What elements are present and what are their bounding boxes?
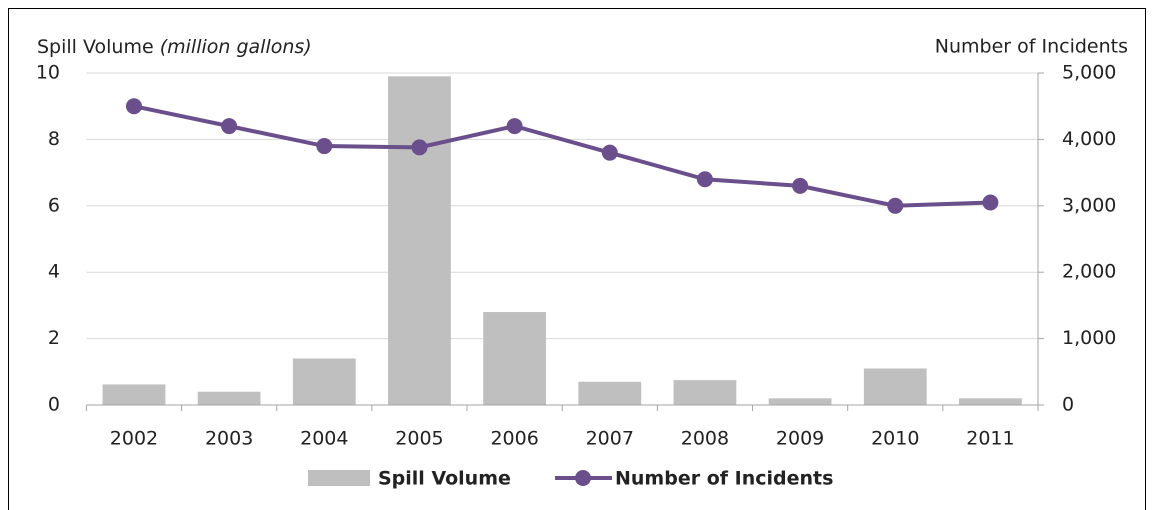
line-marker (696, 171, 713, 188)
legend-swatch (308, 470, 370, 486)
y-axis-label-unit: (million gallons) (160, 36, 312, 58)
bar (959, 398, 1022, 405)
line-marker (506, 118, 523, 135)
x-tick-label: 2004 (300, 428, 348, 450)
bar (292, 358, 356, 405)
y-tick-label: 6 (48, 194, 60, 216)
legend-marker (575, 470, 591, 486)
x-tick-label: 2003 (205, 428, 253, 450)
line-marker (601, 144, 618, 161)
x-tick-label: 2009 (776, 428, 824, 450)
x-tick-label: 2006 (490, 428, 538, 450)
bar (102, 384, 166, 405)
x-tick-label: 2008 (681, 428, 729, 450)
bar (768, 398, 832, 405)
line-marker (316, 138, 333, 155)
y-tick-label: 10 (36, 62, 60, 84)
bar (673, 380, 737, 405)
y-axis-label: Spill Volume (million gallons) (37, 36, 312, 58)
frame (8, 8, 1146, 510)
legend-label: Number of Incidents (615, 468, 833, 490)
y2-tick-label: 2,000 (1062, 261, 1116, 283)
bar (863, 368, 927, 405)
y2-tick-label: 5,000 (1062, 62, 1116, 84)
y-tick-label: 2 (48, 327, 60, 349)
line-marker (411, 139, 428, 156)
bar (483, 312, 547, 405)
y-axis-label-main: Spill Volume (37, 36, 154, 58)
y2-tick-label: 0 (1062, 394, 1074, 416)
line-marker (982, 194, 999, 211)
x-tick-label: 2010 (871, 428, 919, 450)
line (133, 104, 991, 208)
y-tick-label: 4 (48, 261, 60, 283)
y-tick-label: 0 (48, 394, 60, 416)
legend-label: Spill Volume (378, 468, 511, 490)
bar (578, 381, 642, 405)
bar (388, 76, 451, 405)
x-tick-label: 2011 (966, 428, 1014, 450)
line-marker (792, 177, 809, 194)
y-tick-label: 8 (48, 128, 60, 150)
line-marker (125, 98, 142, 115)
line-marker (221, 118, 238, 135)
x-tick-label: 2005 (395, 428, 443, 450)
x-tick-label: 2002 (110, 428, 158, 450)
y2-tick-label: 1,000 (1062, 327, 1116, 349)
y2-tick-label: 3,000 (1062, 194, 1116, 216)
bar (197, 391, 261, 405)
x-tick-label: 2007 (586, 428, 634, 450)
line-marker (887, 197, 904, 214)
y2-axis-label: Number of Incidents (935, 36, 1128, 58)
y2-tick-label: 4,000 (1062, 128, 1116, 150)
